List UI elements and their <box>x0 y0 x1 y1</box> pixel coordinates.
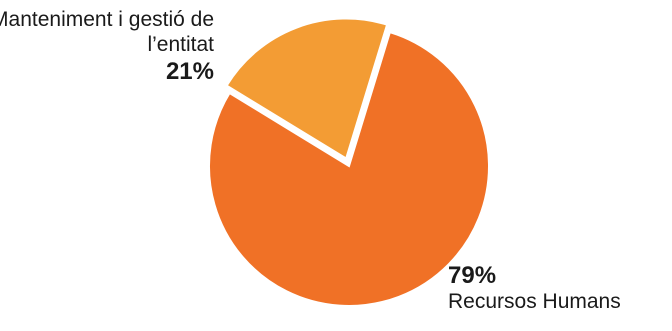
pie-slice-recursos-humans <box>208 30 490 307</box>
slice-label-recursos-humans: 79% Recursos Humans <box>448 262 621 315</box>
slice-name-recursos-humans: Recursos Humans <box>448 290 621 314</box>
slice-label-manteniment: Manteniment i gestió de l’entitat 21% <box>0 8 214 86</box>
slice-percent-recursos-humans: 79% <box>448 262 497 289</box>
pie-slice-manteniment <box>225 17 389 161</box>
slice-percent-manteniment: 21% <box>165 57 214 85</box>
slice-name-manteniment: Manteniment i gestió de l’entitat <box>0 8 214 56</box>
